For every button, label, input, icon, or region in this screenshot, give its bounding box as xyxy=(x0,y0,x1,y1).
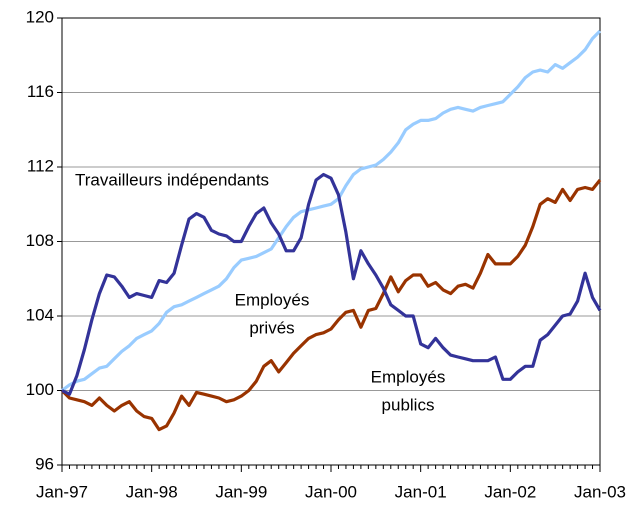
series-label: publics xyxy=(382,395,435,414)
y-tick-label: 108 xyxy=(26,231,54,250)
x-tick-label: Jan-97 xyxy=(36,482,88,501)
y-tick-label: 96 xyxy=(35,454,54,473)
series-label: Travailleurs indépendants xyxy=(75,170,269,189)
series-label: privés xyxy=(249,318,294,337)
x-tick-label: Jan-01 xyxy=(395,482,447,501)
y-tick-label: 104 xyxy=(26,305,54,324)
y-tick-label: 100 xyxy=(26,380,54,399)
series-label: Employés xyxy=(371,367,446,386)
y-tick-label: 120 xyxy=(26,7,54,26)
series-label: Employés xyxy=(235,290,310,309)
x-tick-label: Jan-99 xyxy=(215,482,267,501)
y-tick-label: 116 xyxy=(27,82,54,101)
y-tick-label: 112 xyxy=(27,156,54,175)
series-line xyxy=(61,29,602,392)
x-tick-label: Jan-00 xyxy=(305,482,357,501)
series-line xyxy=(61,172,602,396)
x-tick-label: Jan-02 xyxy=(484,482,536,501)
x-tick-label: Jan-03 xyxy=(574,482,626,501)
series-line xyxy=(60,179,602,432)
x-tick-label: Jan-98 xyxy=(126,482,178,501)
